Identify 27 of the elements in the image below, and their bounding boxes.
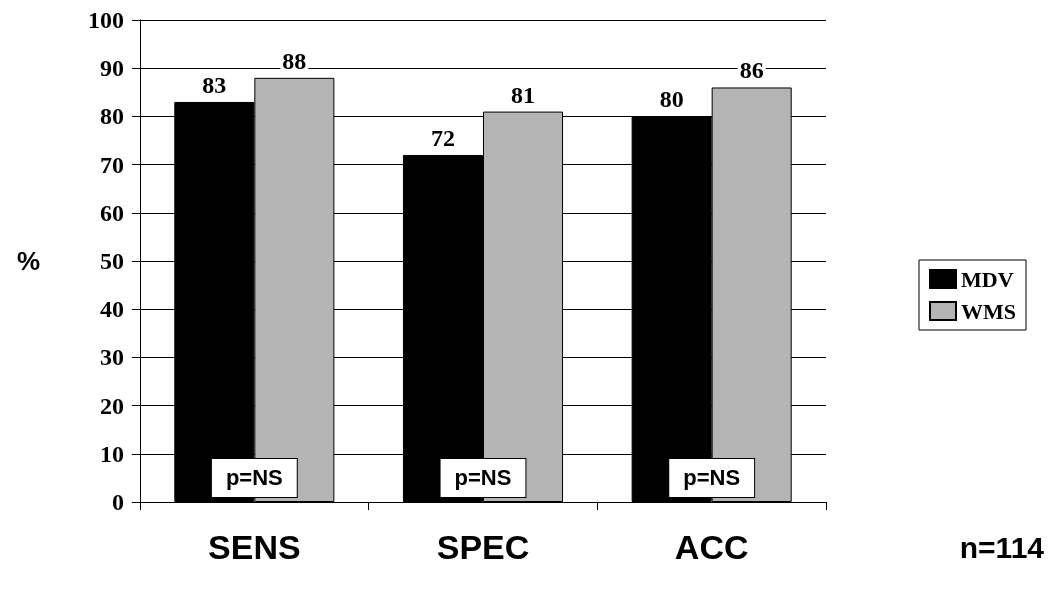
legend-label: MDV	[961, 266, 1014, 292]
y-tick-label: 50	[100, 248, 124, 274]
y-tick-label: 20	[100, 392, 124, 419]
y-axis-title: %	[16, 246, 40, 276]
y-tick-label: 10	[100, 440, 124, 467]
y-tick-label: 40	[100, 296, 124, 323]
y-tick-label: 100	[88, 7, 124, 33]
annotation: p=NS	[454, 465, 512, 491]
y-tick-label: 30	[100, 344, 124, 371]
text: n=114	[959, 530, 1045, 564]
y-tick-label: 70	[100, 151, 124, 178]
y-tick-label: 0	[112, 489, 124, 515]
data-label: 88	[282, 47, 307, 74]
y-tick-label: 90	[100, 55, 124, 82]
data-label: 86	[739, 57, 764, 84]
data-label: 81	[511, 81, 536, 108]
annotation: p=NS	[683, 465, 741, 491]
y-tick-label: 80	[100, 103, 124, 130]
x-tick-label: SPEC	[436, 528, 530, 566]
x-tick-label: SENS	[208, 528, 301, 566]
x-tick-label: ACC	[674, 528, 749, 566]
legend-label: WMS	[961, 298, 1016, 324]
data-label: 72	[430, 124, 455, 151]
data-label: 80	[659, 86, 684, 113]
annotation: p=NS	[225, 465, 283, 491]
data-label: 83	[202, 71, 227, 98]
y-tick-label: 60	[100, 199, 124, 226]
